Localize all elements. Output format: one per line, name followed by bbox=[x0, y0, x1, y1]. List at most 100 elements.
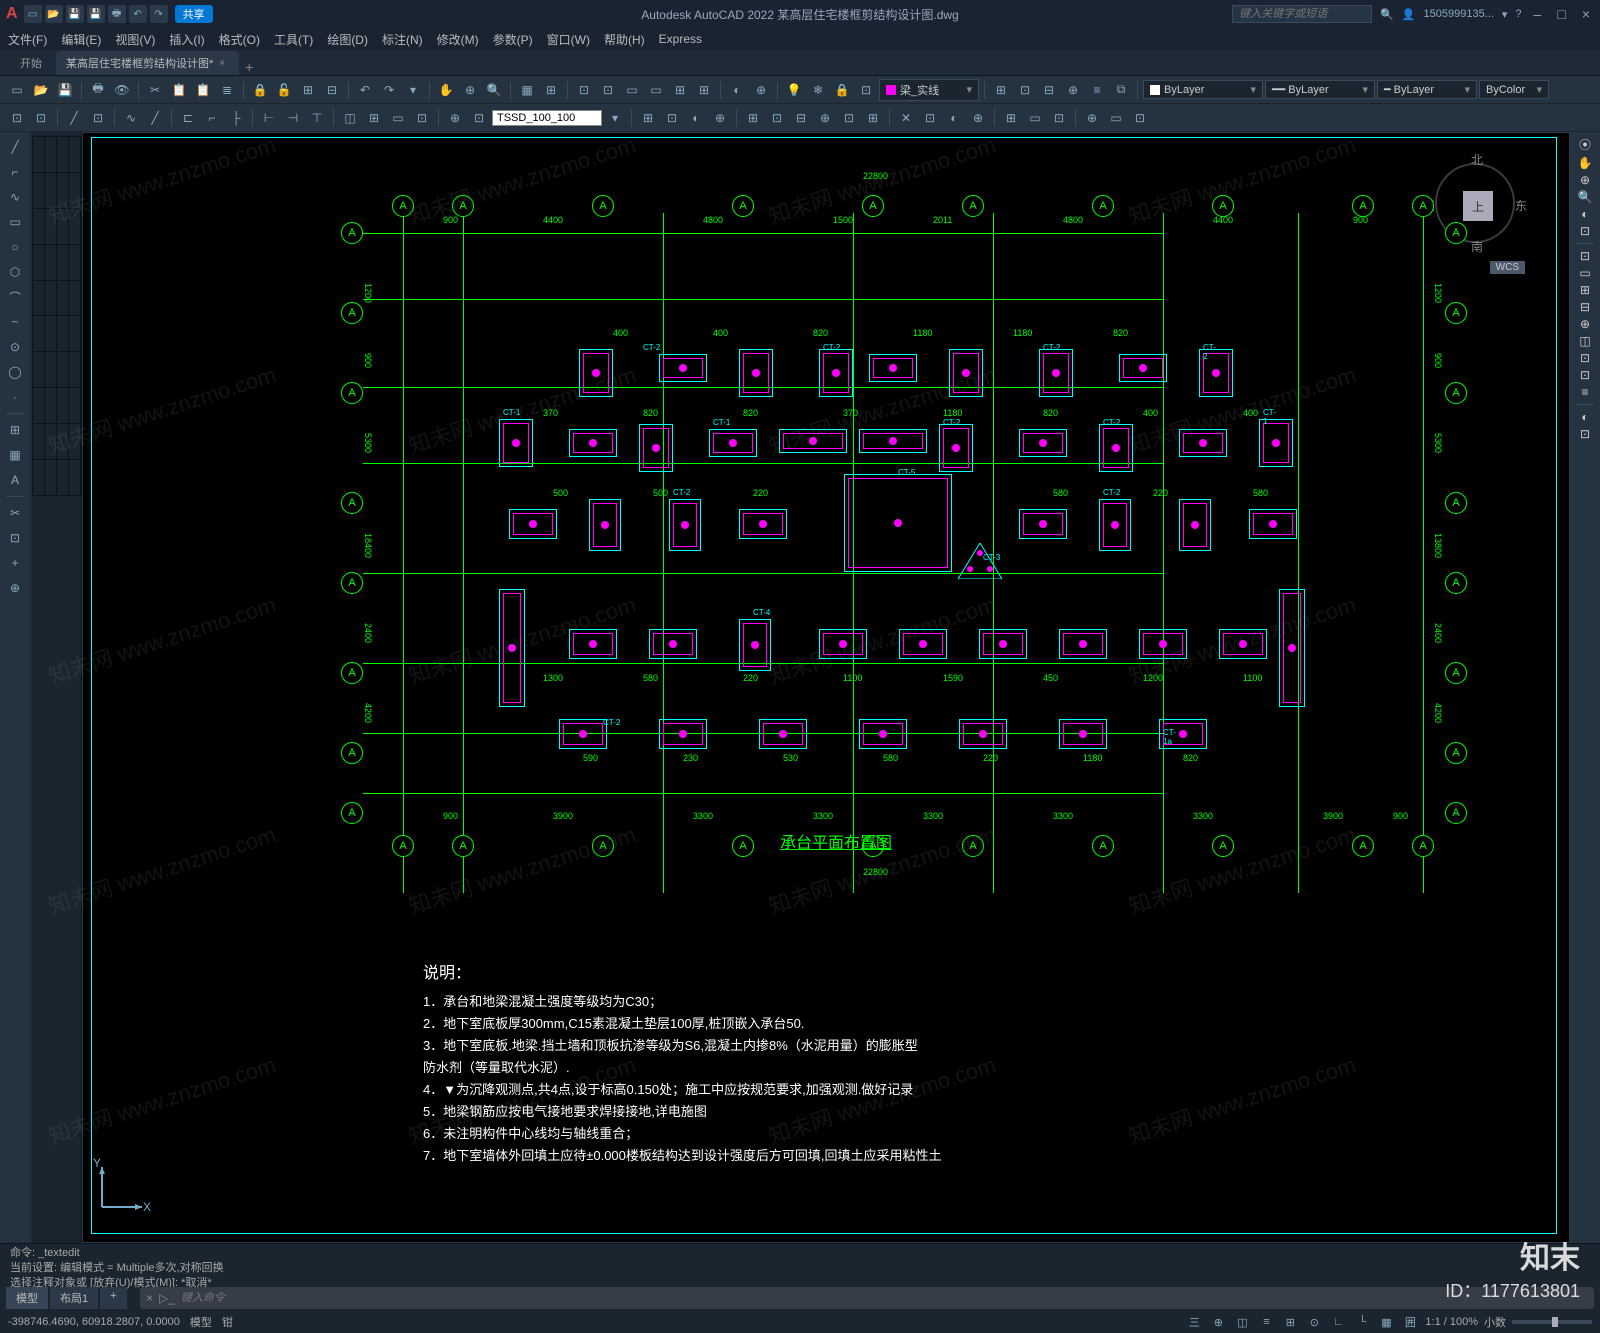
toolbar-icon[interactable]: ⊡ bbox=[1014, 79, 1036, 101]
palette-cell[interactable] bbox=[57, 388, 68, 423]
menu-item[interactable]: 格式(O) bbox=[219, 31, 260, 48]
status-toggle-icon[interactable]: └ bbox=[1353, 1313, 1371, 1331]
toolbar-icon[interactable]: ⊞ bbox=[862, 107, 884, 129]
layer-state-icon[interactable]: ❄ bbox=[807, 79, 829, 101]
status-units[interactable]: 小数 bbox=[1484, 1314, 1506, 1330]
draw-tool-icon[interactable]: ⊞ bbox=[4, 419, 26, 441]
drawing-canvas[interactable]: 上 北 南 东 西 WCS X Y AAAAAAAAAAAAAAAAAAAAAA… bbox=[82, 132, 1570, 1243]
draw-tool-icon[interactable]: ▦ bbox=[4, 444, 26, 466]
palette-cell[interactable] bbox=[45, 388, 56, 423]
nav-tool-icon[interactable]: ◐ bbox=[1581, 207, 1588, 221]
palette-cell[interactable] bbox=[69, 352, 80, 387]
toolbar-icon[interactable]: ⊡ bbox=[573, 79, 595, 101]
palette-cell[interactable] bbox=[69, 173, 80, 208]
toolbar-icon[interactable]: ⊕ bbox=[1081, 107, 1103, 129]
toolbar-icon[interactable]: ⊡ bbox=[30, 107, 52, 129]
status-toggle-icon[interactable]: ⊕ bbox=[1209, 1313, 1227, 1331]
palette-cell[interactable] bbox=[57, 173, 68, 208]
toolbar-icon[interactable]: ⊞ bbox=[990, 79, 1012, 101]
open-icon[interactable]: 📂 bbox=[45, 5, 63, 23]
toolbar-icon[interactable]: ⊞ bbox=[742, 107, 764, 129]
menu-item[interactable]: 参数(P) bbox=[493, 31, 533, 48]
status-toggle-icon[interactable]: 三 bbox=[1185, 1313, 1203, 1331]
user-icon[interactable]: 👤 bbox=[1402, 8, 1416, 21]
toolbar-icon[interactable]: 🔓 bbox=[273, 79, 295, 101]
palette-cell[interactable] bbox=[45, 209, 56, 244]
palette-cell[interactable] bbox=[33, 173, 44, 208]
maximize-button[interactable]: □ bbox=[1553, 6, 1569, 22]
toolbar-icon[interactable]: ⊞ bbox=[363, 107, 385, 129]
status-toggle-icon[interactable]: ▦ bbox=[1377, 1313, 1395, 1331]
palette-cell[interactable] bbox=[57, 137, 68, 172]
menu-item[interactable]: 窗口(W) bbox=[547, 31, 590, 48]
toolbar-icon[interactable]: ✋ bbox=[435, 79, 457, 101]
palette-cell[interactable] bbox=[45, 460, 56, 495]
model-tab[interactable]: 模型 bbox=[6, 1287, 48, 1309]
toolbar-icon[interactable]: ✂ bbox=[144, 79, 166, 101]
palette-cell[interactable] bbox=[69, 281, 80, 316]
palette-cell[interactable] bbox=[69, 460, 80, 495]
palette-cell[interactable] bbox=[57, 209, 68, 244]
palette-cell[interactable] bbox=[33, 209, 44, 244]
draw-tool-icon[interactable]: ✂ bbox=[4, 502, 26, 524]
palette-cell[interactable] bbox=[45, 281, 56, 316]
toolbar-icon[interactable]: ⊕ bbox=[459, 79, 481, 101]
share-button[interactable]: 共享 bbox=[175, 5, 213, 23]
layer-style-combo[interactable]: 梁_实线▾ bbox=[879, 79, 979, 101]
toolbar-icon[interactable]: 🖶 bbox=[87, 79, 109, 101]
toolbar-icon[interactable]: ⊟ bbox=[1038, 79, 1060, 101]
toolbar-icon[interactable]: ⊞ bbox=[540, 79, 562, 101]
palette-cell[interactable] bbox=[69, 424, 80, 459]
palette-cell[interactable] bbox=[45, 173, 56, 208]
toolbar-icon[interactable]: ╱ bbox=[144, 107, 166, 129]
toolbar-icon[interactable]: ⊡ bbox=[468, 107, 490, 129]
user-name[interactable]: 1505999135... bbox=[1424, 8, 1494, 20]
toolbar-icon[interactable]: ⊕ bbox=[750, 79, 772, 101]
palette-cell[interactable] bbox=[57, 316, 68, 351]
menu-item[interactable]: 插入(I) bbox=[169, 31, 204, 48]
undo-icon[interactable]: ↶ bbox=[129, 5, 147, 23]
exchange-icon[interactable]: ▾ bbox=[1502, 8, 1508, 21]
toolbar-icon[interactable]: ⊢ bbox=[258, 107, 280, 129]
toolbar-icon[interactable]: ⊤ bbox=[306, 107, 328, 129]
toolbar-icon[interactable]: ⊡ bbox=[87, 107, 109, 129]
toolbar-icon[interactable]: ◐ bbox=[726, 79, 748, 101]
palette-cell[interactable] bbox=[69, 388, 80, 423]
palette-cell[interactable] bbox=[33, 460, 44, 495]
close-tab-icon[interactable]: × bbox=[219, 58, 225, 69]
toolbar-icon[interactable]: ⊡ bbox=[597, 79, 619, 101]
menu-item[interactable]: 工具(T) bbox=[274, 31, 313, 48]
palette-cell[interactable] bbox=[45, 245, 56, 280]
nav-tool-icon[interactable]: ⊡ bbox=[1580, 249, 1590, 263]
draw-tool-icon[interactable]: ⌐ bbox=[4, 161, 26, 183]
layer-combo[interactable]: ByLayer▾ bbox=[1143, 80, 1263, 99]
help-icon[interactable]: ? bbox=[1515, 8, 1521, 20]
toolbar-icon[interactable]: ⊡ bbox=[6, 107, 28, 129]
toolbar-icon[interactable]: ├ bbox=[225, 107, 247, 129]
toolbar-icon[interactable]: ▾ bbox=[402, 79, 424, 101]
start-tab[interactable]: 开始 bbox=[6, 51, 56, 75]
toolbar-icon[interactable]: ↷ bbox=[378, 79, 400, 101]
nav-tool-icon[interactable]: ✋ bbox=[1578, 156, 1593, 170]
palette-cell[interactable] bbox=[33, 388, 44, 423]
toolbar-icon[interactable]: ⊞ bbox=[669, 79, 691, 101]
toolbar-icon[interactable]: ⊕ bbox=[709, 107, 731, 129]
nav-tool-icon[interactable]: ◐ bbox=[1581, 410, 1588, 424]
draw-tool-icon[interactable]: ▭ bbox=[4, 211, 26, 233]
saveas-icon[interactable]: 💾 bbox=[87, 5, 105, 23]
status-toggle-icon[interactable]: ≡ bbox=[1257, 1313, 1275, 1331]
add-layout-tab[interactable]: + bbox=[100, 1287, 126, 1309]
search-icon[interactable]: 🔍 bbox=[1380, 8, 1394, 21]
draw-tool-icon[interactable]: ⊡ bbox=[4, 527, 26, 549]
palette-cell[interactable] bbox=[69, 209, 80, 244]
toolbar-icon[interactable]: ╱ bbox=[63, 107, 85, 129]
palette-cell[interactable] bbox=[45, 316, 56, 351]
minimize-button[interactable]: – bbox=[1530, 6, 1546, 22]
toolbar-icon[interactable]: ⊕ bbox=[444, 107, 466, 129]
draw-tool-icon[interactable]: ⌒ bbox=[4, 286, 26, 308]
layer-state-icon[interactable]: 🔒 bbox=[831, 79, 853, 101]
plot-icon[interactable]: 🖶 bbox=[108, 5, 126, 23]
new-tab-button[interactable]: + bbox=[245, 59, 253, 75]
nav-tool-icon[interactable]: ⊞ bbox=[1580, 283, 1590, 297]
palette-cell[interactable] bbox=[69, 245, 80, 280]
